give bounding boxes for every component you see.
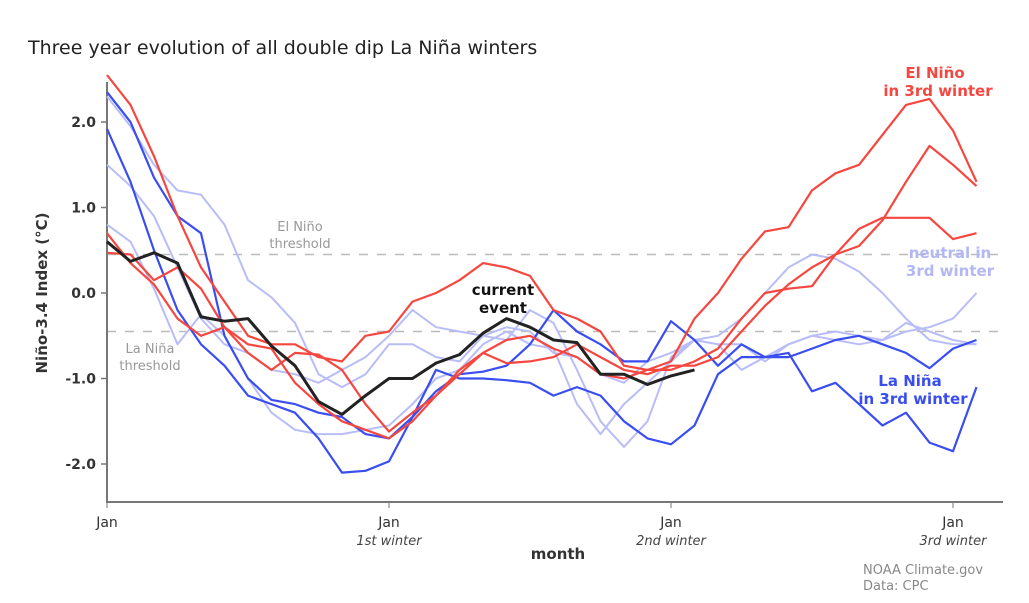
x-tick-label: Jan [95,515,118,531]
y-axis-label: Niño-3.4 Index (°C) [33,213,51,374]
series-line-la-nina [105,128,978,474]
y-tick-label: 2.0 [71,115,96,131]
el-nino-3rd-label-1: El Niño [905,64,964,82]
la-nina-3rd-label-2: in 3rd winter [858,390,968,408]
x-tick-sublabel: 1st winter [356,534,423,549]
chart-title: Three year evolution of all double dip L… [27,37,537,59]
source-credit: NOAA Climate.gov [863,563,983,578]
current-event-label-2: event [479,299,527,317]
la-nina-threshold-label-1: La Niña [126,342,175,357]
series-line-el-nino [106,74,978,371]
series-line-neutral [106,164,978,448]
el-nino-threshold-label-1: El Niño [277,220,323,235]
y-tick-label: 0.0 [71,286,96,302]
y-tick-label: -1.0 [65,372,96,388]
el-nino-3rd-label-2: in 3rd winter [883,82,993,100]
x-tick-label: Jan [941,515,964,531]
la-nina-3rd-label-1: La Niña [878,372,941,390]
x-tick-label: Jan [377,515,400,531]
series-line-el-nino [106,144,978,440]
x-tick-sublabel: 2nd winter [636,534,707,549]
series-line-la-nina [106,91,977,440]
neutral-3rd-label-2: 3rd winter [906,262,995,280]
y-tick-label: 1.0 [71,201,96,217]
data-credit: Data: CPC [863,579,929,594]
el-nino-threshold-label-2: threshold [269,237,330,252]
x-tick-sublabel: 3rd winter [920,534,989,549]
series-line-el-nino [106,216,977,433]
x-axis-label: month [531,545,585,563]
y-tick-label: -2.0 [65,457,96,473]
series-line-current [106,240,695,416]
la-nina-threshold-label-2: threshold [119,359,180,374]
series-line-neutral [106,223,977,436]
current-event-label-1: current [472,281,534,299]
x-tick-label: Jan [659,515,682,531]
neutral-3rd-label-1: neutral in [909,244,991,262]
